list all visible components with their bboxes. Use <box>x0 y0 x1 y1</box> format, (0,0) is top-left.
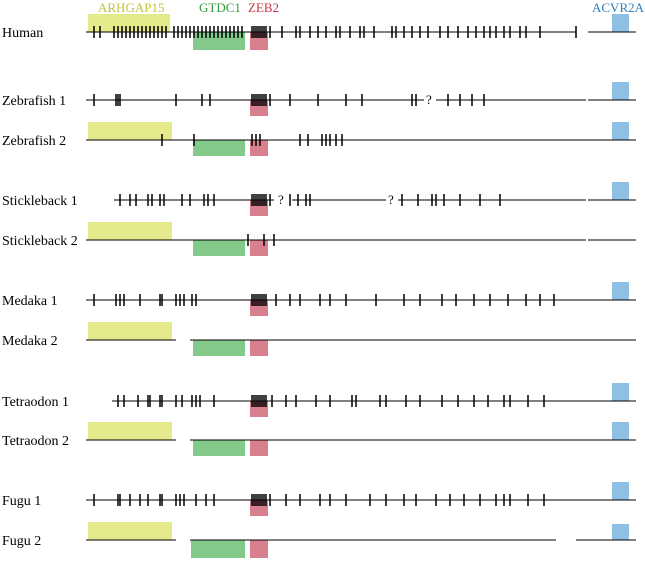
species-rows: Human Zebrafish 1 ? Zebrafish 2 Stickleback … <box>2 14 636 558</box>
gene-block-gtdc1 <box>193 440 245 456</box>
gene-block-zeb2 <box>250 440 268 456</box>
gene-block-zeb2 <box>250 540 268 558</box>
gene-block-gtdc1 <box>193 240 245 256</box>
gene-block-zeb2 <box>250 240 268 256</box>
species-label: Fugu 1 <box>2 494 41 509</box>
gene-block-acvr2a <box>612 422 629 440</box>
species-label: Zebrafish 2 <box>2 134 66 149</box>
gene-block-arhgap15 <box>88 422 172 440</box>
species-row: Human <box>2 14 636 50</box>
species-label: Zebrafish 1 <box>2 94 66 109</box>
species-label: Stickleback 2 <box>2 234 78 249</box>
gene-block-acvr2a <box>612 282 629 300</box>
gene-block-arhgap15 <box>88 222 172 240</box>
gene-label-gtdc1: GTDC1 <box>199 0 241 15</box>
gene-label-arhgap15: ARHGAP15 <box>98 0 164 15</box>
species-label: Medaka 1 <box>2 294 58 309</box>
gene-block-gtdc1 <box>193 32 245 50</box>
species-row: Fugu 2 <box>2 522 636 558</box>
species-label: Tetraodon 1 <box>2 395 69 410</box>
species-label: Human <box>2 26 43 41</box>
gene-block-zeb2 <box>250 140 268 156</box>
species-row: Stickleback 1?? <box>2 182 636 216</box>
unknown-mark: ? <box>388 192 394 207</box>
species-row: Tetraodon 1 <box>2 383 636 417</box>
unknown-mark: ? <box>278 192 284 207</box>
gene-block-acvr2a <box>612 14 629 32</box>
gene-block-zeb2 <box>250 340 268 356</box>
gene-block-gtdc1 <box>191 540 245 558</box>
gene-block-acvr2a <box>612 383 629 401</box>
gene-block-acvr2a <box>612 122 629 140</box>
species-label: Stickleback 1 <box>2 194 78 209</box>
species-label: Tetraodon 2 <box>2 434 69 449</box>
species-row: Zebrafish 2 <box>2 122 636 156</box>
species-label: Fugu 2 <box>2 534 41 549</box>
species-row: Medaka 2 <box>2 322 636 356</box>
gene-block-arhgap15 <box>88 322 172 340</box>
species-row: Fugu 1 <box>2 482 636 516</box>
gene-label-zeb2: ZEB2 <box>248 0 279 15</box>
species-label: Medaka 2 <box>2 334 58 349</box>
species-row: Stickleback 2 <box>2 222 636 256</box>
species-row: Tetraodon 2 <box>2 422 636 456</box>
gene-header-labels: ARHGAP15 GTDC1 ZEB2 ACVR2A <box>98 0 645 15</box>
gene-block-gtdc1 <box>193 140 245 156</box>
gene-block-acvr2a <box>612 82 629 100</box>
gene-block-arhgap15 <box>88 122 172 140</box>
gene-label-acvr2a: ACVR2A <box>592 0 645 15</box>
unknown-mark: ? <box>426 92 432 107</box>
species-row: Medaka 1 <box>2 282 636 316</box>
gene-block-acvr2a <box>612 482 629 500</box>
gene-block-gtdc1 <box>193 340 245 356</box>
gene-block-acvr2a <box>612 524 629 540</box>
gene-block-arhgap15 <box>88 522 172 540</box>
species-row: Zebrafish 1? <box>2 82 636 116</box>
gene-block-acvr2a <box>612 182 629 200</box>
